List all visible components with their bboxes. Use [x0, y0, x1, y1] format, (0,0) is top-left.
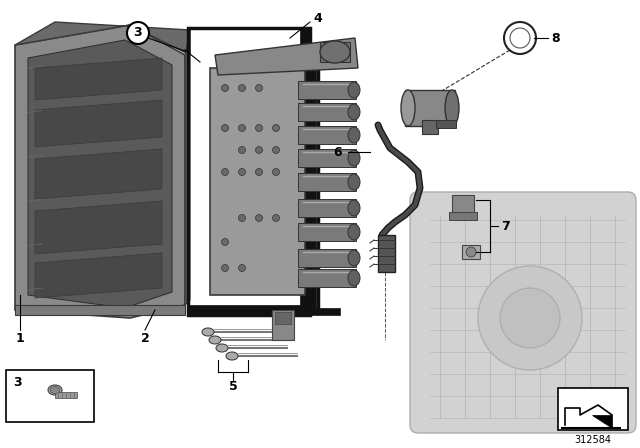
Polygon shape [35, 253, 162, 298]
Bar [298, 223, 356, 241]
Bar [298, 199, 356, 217]
Polygon shape [15, 305, 185, 315]
Circle shape [221, 104, 228, 112]
Circle shape [221, 168, 228, 176]
Ellipse shape [216, 344, 228, 352]
Bar [462, 245, 480, 259]
Circle shape [273, 125, 280, 132]
Polygon shape [308, 44, 340, 315]
Bar [298, 269, 356, 287]
Polygon shape [188, 305, 310, 315]
Ellipse shape [48, 385, 62, 395]
Circle shape [239, 85, 246, 91]
Ellipse shape [226, 352, 238, 360]
Ellipse shape [348, 200, 360, 216]
Ellipse shape [202, 328, 214, 336]
FancyBboxPatch shape [410, 192, 636, 433]
Bar [422, 120, 438, 134]
Polygon shape [15, 25, 185, 318]
Circle shape [127, 22, 149, 44]
Bar [55, 392, 77, 398]
Ellipse shape [348, 174, 360, 190]
Polygon shape [15, 22, 190, 55]
Bar [452, 195, 474, 215]
Ellipse shape [348, 127, 360, 143]
Bar [210, 68, 305, 295]
Circle shape [239, 104, 246, 112]
Bar [320, 42, 350, 62]
Circle shape [255, 168, 262, 176]
Text: 8: 8 [552, 31, 560, 44]
Text: 4: 4 [314, 12, 323, 25]
Ellipse shape [348, 82, 360, 98]
Circle shape [273, 215, 280, 221]
Ellipse shape [348, 250, 360, 266]
Text: 312584: 312584 [575, 435, 611, 445]
Circle shape [273, 146, 280, 154]
Circle shape [273, 104, 280, 112]
Ellipse shape [50, 387, 60, 393]
Polygon shape [28, 40, 172, 308]
Bar [6, 370, 94, 422]
Bar [298, 126, 356, 144]
Circle shape [221, 238, 228, 246]
Text: 6: 6 [333, 146, 342, 159]
Bar [436, 120, 456, 128]
Polygon shape [592, 415, 612, 428]
Circle shape [239, 264, 246, 271]
Circle shape [255, 238, 262, 246]
Circle shape [221, 281, 228, 289]
Polygon shape [215, 38, 358, 75]
Polygon shape [185, 30, 190, 305]
Bar [298, 81, 356, 99]
Ellipse shape [348, 224, 360, 240]
Circle shape [255, 281, 262, 289]
Circle shape [239, 215, 246, 221]
Ellipse shape [348, 270, 360, 286]
Ellipse shape [320, 41, 350, 63]
Bar [298, 173, 356, 191]
Circle shape [466, 247, 476, 257]
Circle shape [273, 168, 280, 176]
Bar [275, 312, 291, 324]
Polygon shape [378, 235, 395, 272]
Circle shape [273, 85, 280, 91]
Text: 1: 1 [15, 332, 24, 345]
Ellipse shape [209, 336, 221, 344]
Polygon shape [35, 149, 162, 199]
Bar [449, 212, 477, 220]
Text: 3: 3 [134, 26, 142, 39]
Circle shape [255, 191, 262, 198]
Bar [298, 149, 356, 167]
Text: 5: 5 [228, 379, 237, 392]
Ellipse shape [348, 150, 360, 166]
Circle shape [239, 168, 246, 176]
Polygon shape [300, 28, 310, 315]
Text: 7: 7 [500, 220, 509, 233]
Bar [298, 249, 356, 267]
Circle shape [500, 288, 560, 348]
Circle shape [478, 266, 582, 370]
Polygon shape [35, 100, 162, 147]
Ellipse shape [401, 90, 415, 126]
Polygon shape [35, 201, 162, 254]
Bar [298, 103, 356, 121]
Text: 2: 2 [141, 332, 149, 345]
Bar [272, 310, 294, 340]
Text: 3: 3 [13, 375, 22, 388]
Bar [405, 90, 455, 126]
Circle shape [239, 146, 246, 154]
Ellipse shape [445, 90, 459, 126]
Bar [558, 388, 628, 430]
Circle shape [239, 238, 246, 246]
Polygon shape [35, 58, 162, 100]
Circle shape [273, 238, 280, 246]
Ellipse shape [348, 104, 360, 120]
